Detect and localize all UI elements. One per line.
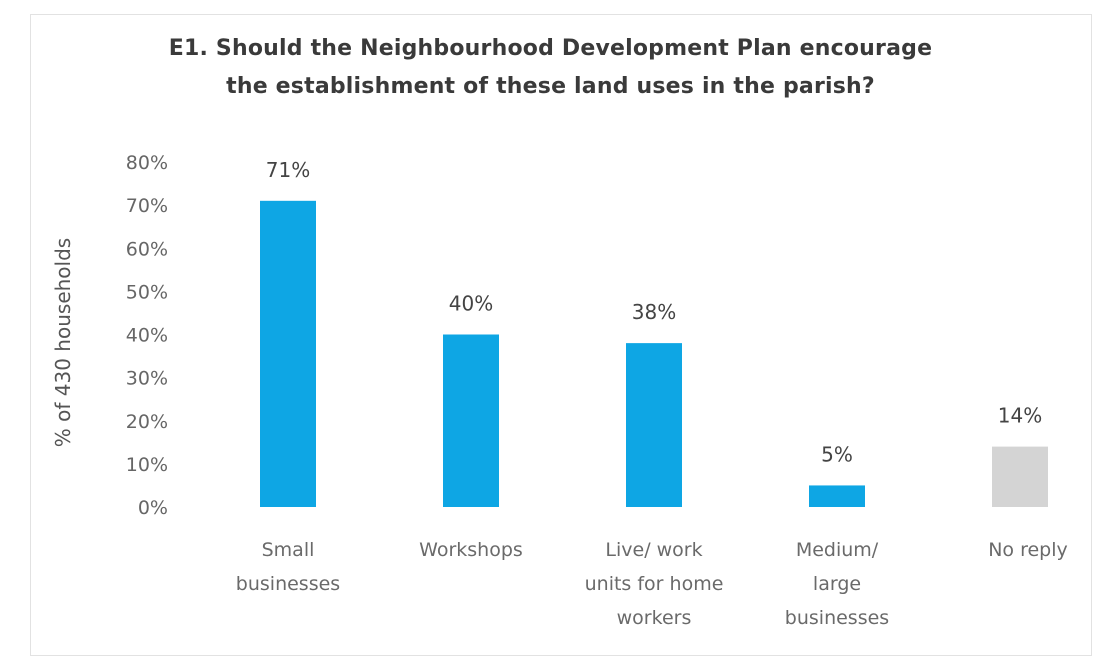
data-label: 71% [266,158,310,182]
chart-frame [30,14,1092,656]
y-tick-label: 40% [126,325,168,347]
chart-title-line-1: E1. Should the Neighbourhood Development… [168,36,933,61]
bar [626,343,682,507]
y-tick-label: 10% [126,454,168,476]
y-tick-label: 60% [126,238,168,260]
data-label: 5% [821,442,853,466]
y-axis-label: % of 430 households [51,238,75,447]
category-label: large [813,573,861,595]
chart-title-line-2: the establishment of these land uses in … [226,74,875,99]
y-tick-label: 80% [126,152,168,174]
category-label: units for home [585,573,724,595]
category-label: No reply [988,539,1068,561]
category-label: Live/ work [605,539,702,561]
data-label: 38% [632,300,676,324]
bar [809,485,865,507]
y-tick-label: 20% [126,411,168,433]
y-tick-label: 30% [126,368,168,390]
category-label: Workshops [419,539,523,561]
bar [443,334,499,507]
category-label: Medium/ [796,539,879,561]
data-label: 40% [449,292,493,316]
y-tick-label: 0% [138,497,168,519]
bar [992,446,1048,507]
data-label: 14% [998,404,1042,428]
category-label: businesses [785,607,889,629]
category-label: workers [617,607,692,629]
category-label: businesses [236,573,340,595]
category-label: Small [262,539,315,561]
y-tick-label: 50% [126,281,168,303]
y-tick-label: 70% [126,195,168,217]
bar [260,200,316,507]
